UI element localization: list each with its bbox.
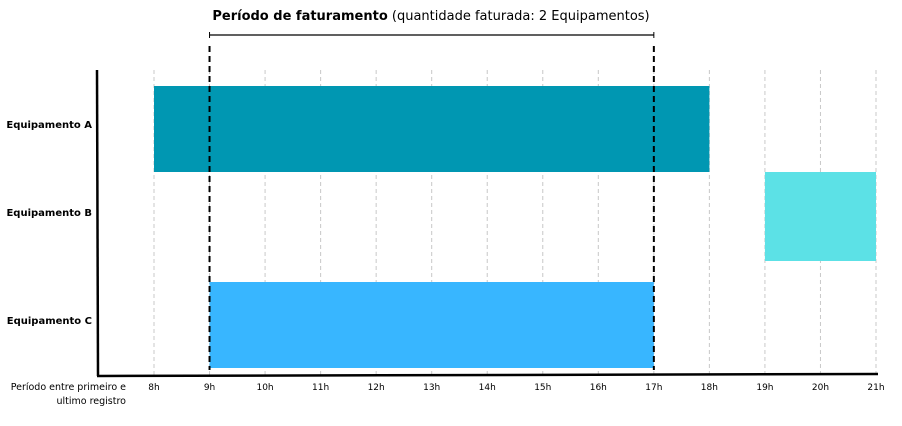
x-tick-label: 11h — [312, 383, 330, 393]
x-tick-label: 13h — [423, 383, 441, 393]
x-axis — [96, 372, 879, 378]
x-tick-label: 19h — [756, 383, 774, 393]
title-rest: (quantidade faturada: 2 Equipamentos) — [387, 9, 650, 24]
bar-equipamento-c — [209, 282, 654, 368]
x-tick-label: 14h — [478, 383, 496, 393]
x-tick-label: 17h — [645, 383, 663, 393]
x-tick-label: 15h — [534, 383, 552, 393]
y-label-b: Equipamento B — [6, 208, 92, 219]
chart-title: Período de faturamento (quantidade fatur… — [0, 9, 862, 24]
bar-equipamento-a — [154, 86, 710, 172]
x-tick-label: 16h — [589, 383, 607, 393]
x-tick-label: 20h — [811, 383, 830, 393]
x-tick-label: 8h — [148, 383, 160, 393]
y-label-c: Equipamento C — [6, 316, 92, 327]
x-tick-label: 9h — [203, 383, 216, 393]
x-tick-label: 12h — [367, 383, 385, 393]
x-tick-label: 21h — [867, 383, 885, 393]
bar-equipamento-b — [764, 172, 876, 261]
x-axis-title: Período entre primeiro e ultimo registro — [10, 382, 126, 407]
x-tick-label: 10h — [256, 383, 274, 393]
title-bold: Período de faturamento — [212, 9, 388, 24]
y-label-a: Equipamento A — [6, 120, 92, 131]
y-axis — [95, 69, 100, 377]
x-tick-label: 18h — [700, 383, 718, 393]
